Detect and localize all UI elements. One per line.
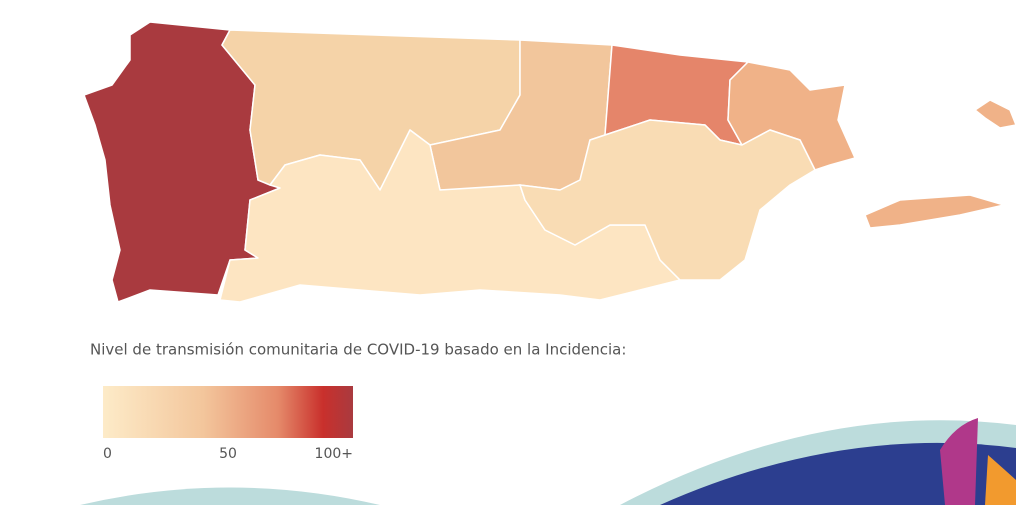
legend-tick-label: 50 bbox=[219, 446, 237, 462]
wave bbox=[660, 442, 1016, 505]
legend-tick-label: 100+ bbox=[315, 446, 353, 462]
logo bbox=[940, 418, 978, 505]
legend-ticks: 0 50 100+ bbox=[103, 446, 353, 462]
logo bbox=[985, 455, 1016, 505]
legend-tick-label: 0 bbox=[103, 446, 112, 462]
region-east bbox=[727, 61, 856, 171]
wave bbox=[80, 487, 380, 505]
legend-title: Nivel de transmisión comunitaria de COVI… bbox=[90, 341, 626, 359]
map bbox=[83, 21, 1016, 303]
island-vieques bbox=[864, 194, 1005, 229]
island-culebra bbox=[974, 99, 1016, 129]
region-southeast bbox=[519, 119, 816, 281]
legend-gradient bbox=[103, 386, 353, 438]
